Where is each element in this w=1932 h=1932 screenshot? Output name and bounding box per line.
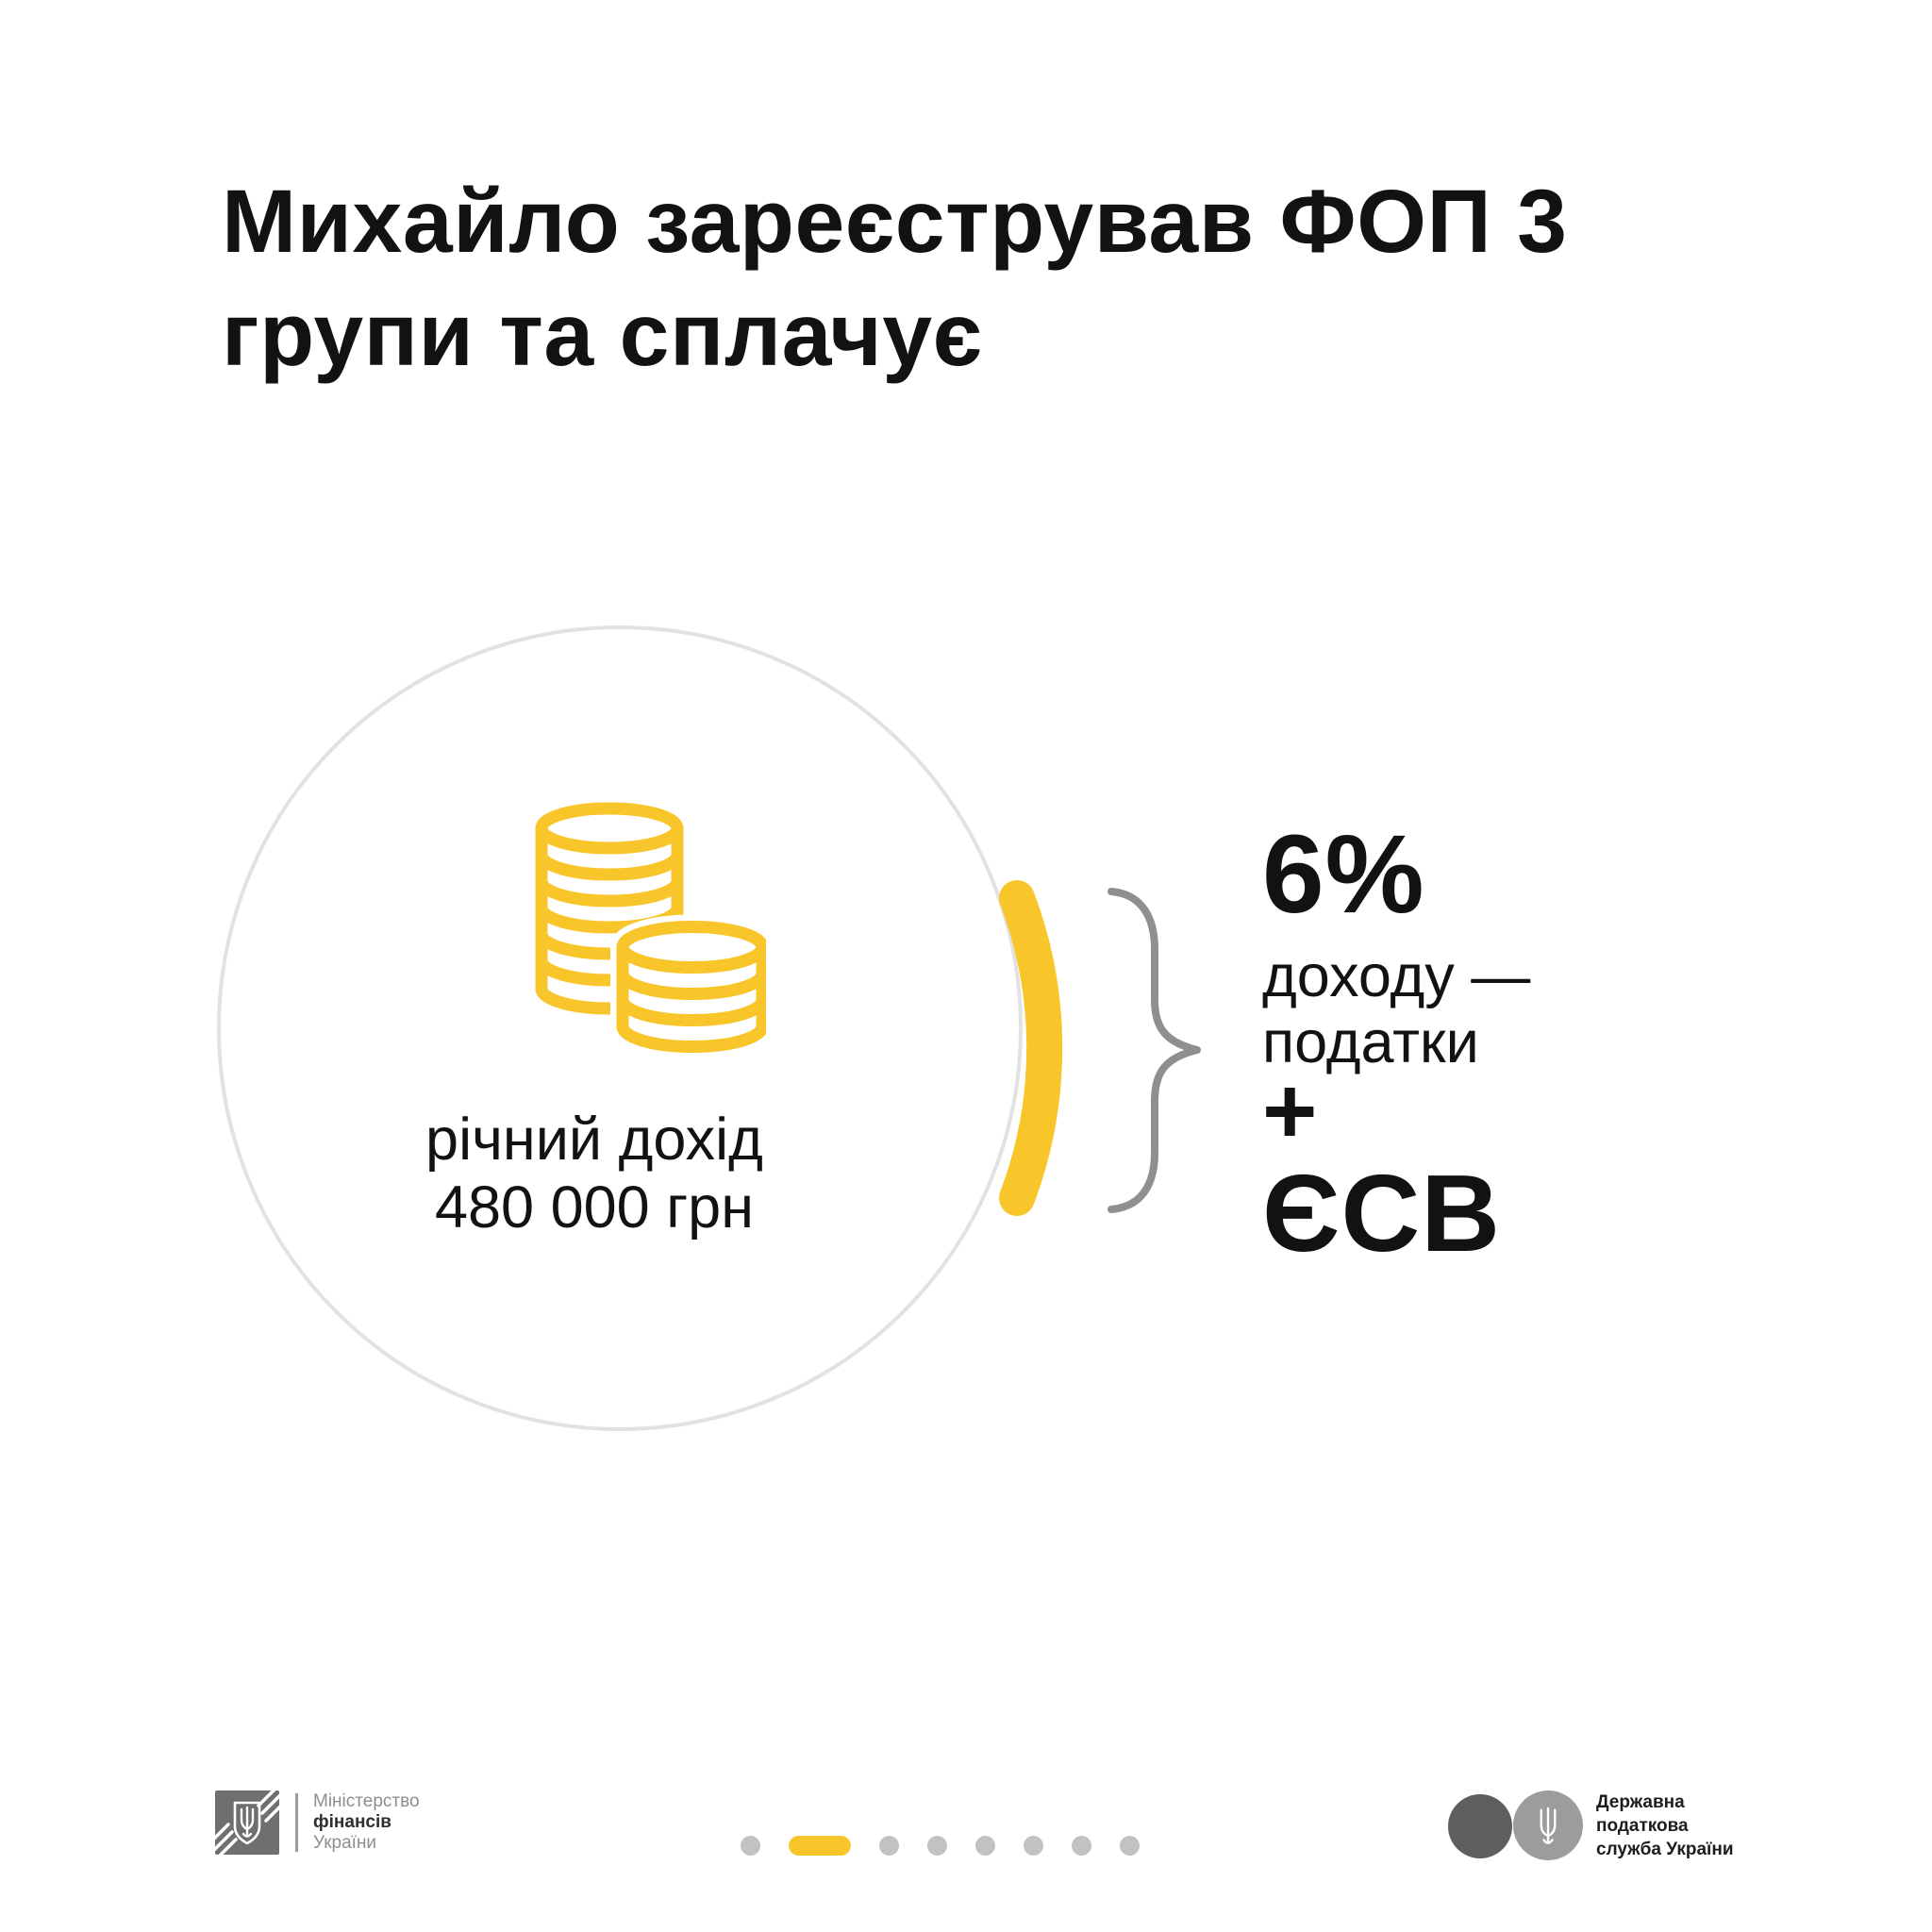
- pagination-active-pill: [789, 1836, 851, 1856]
- tax-text-line-1: Державна: [1596, 1792, 1685, 1812]
- minfin-text-line-1: Міністерство: [313, 1791, 420, 1811]
- page-title: Михайло зареєстрував ФОП 3 групи та спла…: [222, 165, 1568, 391]
- social-contribution: ЄСВ: [1262, 1152, 1502, 1274]
- pagination-dot: [1120, 1836, 1140, 1856]
- tax-percent: 6%: [1262, 812, 1425, 937]
- tax-result-block: 6% доходу — податки + ЄСВ: [1262, 819, 1530, 1268]
- page-title-line-1: Михайло зареєстрував ФОП 3: [222, 172, 1568, 272]
- tax-logo-dark-circle: [1448, 1794, 1512, 1858]
- pagination-dot: [879, 1836, 899, 1856]
- income-circle-label: річний дохід 480 000 грн: [264, 1106, 924, 1241]
- tax-logo-trident-icon: [1513, 1790, 1583, 1860]
- minfin-logo: Міністерство фінансів України: [215, 1790, 420, 1855]
- minfin-emblem-icon: [215, 1790, 279, 1855]
- tax-text-line-3: служба України: [1596, 1840, 1734, 1859]
- pagination-dot: [741, 1836, 760, 1856]
- page-title-line-2: групи та сплачує: [222, 285, 983, 385]
- income-label-line-1: річний дохід: [425, 1107, 763, 1173]
- tax-service-logo: Державна податкова служба України: [1448, 1789, 1844, 1864]
- tax-logo-text: Державна податкова служба України: [1596, 1790, 1734, 1861]
- minfin-logo-text: Міністерство фінансів України: [313, 1791, 420, 1854]
- tax-detail-line-1: доходу —: [1262, 943, 1531, 1009]
- pagination-dot: [1072, 1836, 1091, 1856]
- tax-detail-line-2: податки: [1262, 1009, 1479, 1075]
- pagination-dot: [927, 1836, 947, 1856]
- pagination: [741, 1836, 1140, 1856]
- pagination-dot: [1024, 1836, 1043, 1856]
- minfin-text-line-2: фінансів: [313, 1812, 391, 1832]
- income-label-line-2: 480 000 грн: [434, 1174, 755, 1241]
- curly-brace-icon: [1108, 888, 1201, 1213]
- tax-text-line-2: податкова: [1596, 1816, 1689, 1836]
- pagination-dot: [975, 1836, 995, 1856]
- minfin-text-line-3: України: [313, 1833, 377, 1853]
- coins-icon: [535, 802, 766, 1059]
- plus-sign: +: [1262, 1058, 1318, 1164]
- logo-divider: [295, 1793, 298, 1852]
